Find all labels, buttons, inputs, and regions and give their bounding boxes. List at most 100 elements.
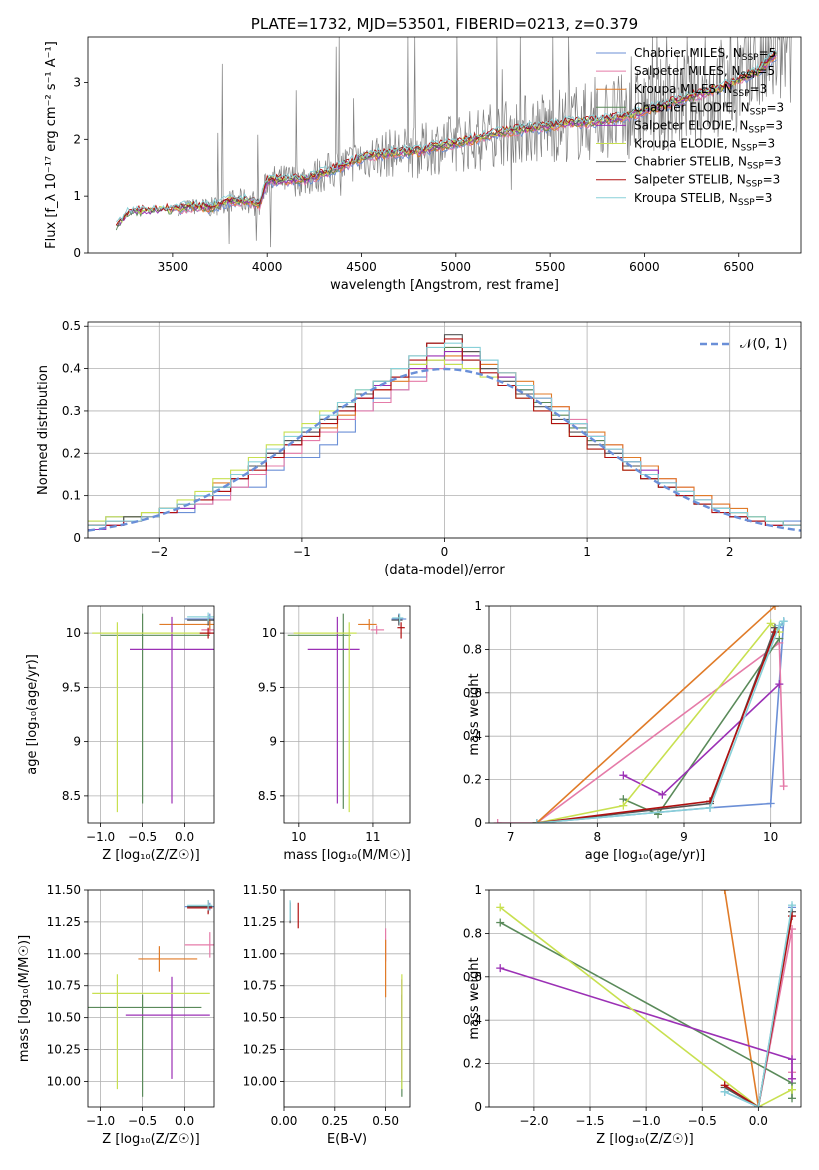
errorbar-point-kroupa-elodie (92, 622, 210, 813)
axes-spectrum: 3500 4000 4500 5000 5500 6000 6500 0 1 2 3 waveleng… (44, 36, 802, 293)
y-axis-label: mass weight (467, 957, 482, 1039)
axes-frame (488, 605, 802, 824)
legend-subscript: SSP (738, 198, 755, 208)
y-tick-label: 0 (73, 246, 81, 260)
series-chabrier-elodie (619, 634, 784, 819)
y-tick-label: 0.2 (463, 1057, 482, 1071)
errorbar-point-kroupa-stelib (392, 613, 404, 623)
axes-frame (87, 36, 802, 254)
y-tick-label: 1 (474, 599, 482, 613)
gaussian-curve (88, 367, 801, 532)
x-axis-label: E(B-V) (327, 1132, 367, 1147)
y-tick-label: 0.6 (463, 970, 482, 984)
y-tick-label: 0.8 (463, 926, 482, 940)
y-tick-label: 11.50 (47, 883, 81, 897)
errorbar-point-chabrier-elodie (287, 613, 351, 809)
legend-label: Chabrier MILES, N (634, 46, 742, 60)
y-tick-label: 2 (73, 132, 81, 146)
x-tick-label: 5500 (535, 260, 566, 274)
legend-suffix: =3 (755, 191, 773, 205)
axes-frame (488, 889, 802, 1108)
axes-frame (283, 605, 411, 824)
axes-mass_vs_Z: −1.0 −0.5 0.0 10.00 10.25 10.50 10.75 11.00 11.2… (17, 883, 215, 1147)
legend-suffix: =5 (757, 64, 775, 78)
x-tick-label: 4000 (252, 260, 283, 274)
legend-suffix: =3 (757, 137, 775, 151)
series-line (499, 906, 793, 1107)
y-tick-label: 0.6 (463, 686, 482, 700)
x-tick-label: 10 (291, 830, 306, 844)
x-axis-label: mass [log₁₀(M/M☉)] (283, 848, 410, 863)
y-tick-label: 9 (269, 735, 277, 749)
y-tick-label: 10.25 (243, 1043, 277, 1057)
axes-age_vs_Z: −1.0 −0.5 0.0 8.5 9 9.5 10 Z [log₁₀(Z/Z☉)] age [… (25, 605, 215, 863)
model-spectrum-kroupa-stelib (115, 49, 777, 223)
y-tick-label: 10 (262, 626, 277, 640)
y-tick-label: 10 (66, 626, 81, 640)
legend-entry: Chabrier ELODIE, NSSP=3 (634, 100, 784, 117)
x-tick-label: −2 (150, 545, 168, 559)
legend-suffix: =3 (765, 118, 783, 132)
legend-entry: Chabrier MILES, NSSP=5 (634, 46, 776, 63)
legend-entry: Salpeter MILES, NSSP=5 (634, 64, 775, 81)
x-tick-label: −2.0 (519, 1114, 548, 1128)
plot-area (493, 606, 788, 823)
x-tick-label: 0.0 (749, 1114, 768, 1128)
y-tick-label: 0.5 (62, 319, 81, 333)
y-axis-label: Flux [f_λ 10⁻¹⁷ erg cm⁻² s⁻¹ A⁻¹] (44, 41, 59, 249)
legend-subscript: SSP (747, 162, 764, 172)
model-spectrum-kroupa-elodie (115, 54, 777, 226)
x-tick-label: 6500 (723, 260, 754, 274)
y-tick-label: 0.1 (62, 489, 81, 503)
plot-area (287, 613, 407, 813)
x-tick-label: 7 (507, 830, 515, 844)
errorbar-point-kroupa-miles (358, 619, 377, 630)
x-axis-label: Z [log₁₀(Z/Z☉)] (102, 1132, 199, 1147)
axes-mass_vs_EBV: 0.00 0.25 0.50 10.00 10.25 10.50 10.75 11.00 11.… (243, 883, 411, 1147)
plot-area (88, 900, 214, 1097)
x-tick-label: 10 (763, 830, 778, 844)
errorbar-point-kroupa-miles (138, 946, 198, 972)
y-tick-label: 10.50 (243, 1011, 277, 1025)
y-tick-label: 0.4 (62, 362, 81, 376)
errorbar-point-salpeter-miles (370, 625, 385, 635)
x-tick-label: −1.0 (86, 1114, 115, 1128)
y-tick-label: 10.00 (47, 1074, 81, 1088)
x-tick-label: 0.00 (271, 1114, 298, 1128)
legend-subscript: SSP (742, 53, 759, 63)
series-line (723, 890, 760, 1107)
x-axis-label: Z [log₁₀(Z/Z☉)] (102, 848, 199, 863)
errorbar-point-salpeter-elodie (130, 616, 214, 804)
model-spectrum-salpeter-stelib (115, 50, 777, 226)
axes-mass_weight_vs_Z: −2.0 −1.5 −1.0 −0.5 0.0 0 0.2 0.4 0.6 0.8 1 Z [log₁… (463, 883, 802, 1147)
x-tick-label: −0.5 (128, 1114, 157, 1128)
histogram-kroupa-stelib (88, 342, 801, 526)
x-axis-label: Z [log₁₀(Z/Z☉)] (596, 1132, 693, 1147)
legend-entry: Kroupa ELODIE, NSSP=3 (634, 137, 775, 154)
x-tick-label: −0.5 (128, 830, 157, 844)
y-tick-label: 0 (474, 1100, 482, 1114)
y-tick-label: 0.4 (463, 729, 482, 743)
axes-frame (87, 605, 215, 824)
y-axis-label: mass [log₁₀(M/M☉)] (17, 935, 32, 1062)
x-tick-label: 4500 (346, 260, 377, 274)
legend-suffix: =5 (759, 46, 777, 60)
legend-suffix: =3 (766, 100, 784, 114)
legend-label: Chabrier ELODIE, N (634, 100, 750, 114)
series-kroupa-stelib (532, 617, 788, 823)
x-tick-label: 11 (365, 830, 380, 844)
errorbar-point-chabrier-elodie (88, 994, 202, 1097)
axes-age_vs_mass: 10 11 8.5 9 9.5 10 mass [log₁₀(M/M☉)] (258, 605, 411, 863)
y-tick-label: 8.5 (62, 789, 81, 803)
x-tick-label: −0.5 (688, 1114, 717, 1128)
legend-suffix: =3 (763, 173, 781, 187)
errorbar-point-salpeter-stelib (397, 622, 405, 639)
x-tick-label: 0.25 (321, 1114, 348, 1128)
y-axis-label: Normed distribution (36, 365, 51, 495)
x-tick-label: 1 (583, 545, 591, 559)
errorbar-point-salpeter-miles (184, 932, 214, 958)
x-tick-label: −1 (293, 545, 311, 559)
series-line (536, 620, 785, 823)
